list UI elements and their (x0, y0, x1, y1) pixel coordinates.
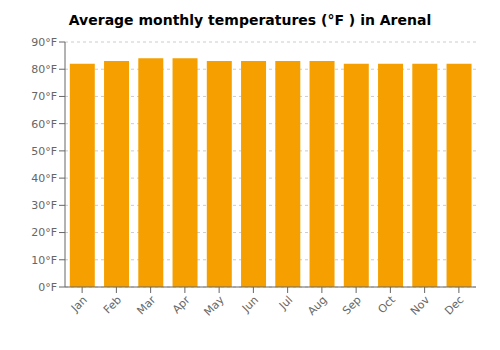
svg-text:May: May (201, 293, 227, 319)
svg-text:Nov: Nov (408, 293, 433, 318)
svg-text:70°F: 70°F (31, 90, 57, 103)
svg-text:Jul: Jul (276, 293, 295, 312)
svg-text:Apr: Apr (170, 293, 193, 316)
svg-text:Sep: Sep (340, 293, 364, 317)
svg-text:80°F: 80°F (31, 63, 57, 76)
svg-text:40°F: 40°F (31, 172, 57, 185)
svg-text:20°F: 20°F (31, 226, 57, 239)
svg-text:Jan: Jan (68, 293, 90, 315)
html-text:Average monthly temperatures (: Average monthly temperatures (°F ) in Ar… (68, 12, 432, 28)
svg-text:Dec: Dec (442, 293, 466, 317)
svg-text:Feb: Feb (101, 293, 124, 316)
svg-text:Aug: Aug (305, 293, 329, 317)
svg-text:30°F: 30°F (31, 199, 57, 212)
svg-text:Mar: Mar (134, 293, 158, 317)
svg-text:Jun: Jun (239, 293, 261, 315)
svg-text:Oct: Oct (375, 293, 398, 316)
svg-text:10°F: 10°F (31, 254, 57, 267)
svg-text:90°F: 90°F (31, 36, 57, 49)
svg-text:60°F: 60°F (31, 118, 57, 131)
svg-text:50°F: 50°F (31, 145, 57, 158)
svg-text:0°F: 0°F (38, 281, 57, 294)
